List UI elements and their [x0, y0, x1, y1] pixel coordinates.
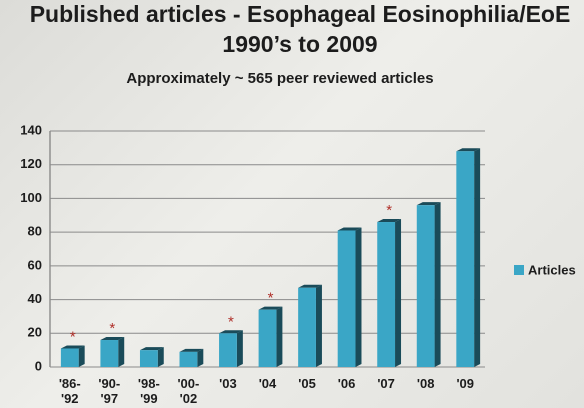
bar-side	[197, 348, 204, 367]
bar-top	[258, 306, 283, 310]
x-tick-label: '90- '97	[98, 376, 121, 406]
bar-top	[60, 345, 85, 349]
x-tick-label: '05	[298, 376, 316, 391]
value-note: *	[228, 313, 234, 330]
bar-top	[377, 219, 402, 223]
bar-top	[456, 148, 481, 152]
bar-side	[78, 345, 85, 367]
chart-title: Published articles - Esophageal Eosinoph…	[30, 1, 571, 27]
y-tick-label: 20	[28, 325, 42, 340]
bar	[456, 151, 475, 367]
bar-top	[298, 284, 322, 288]
bar-top	[219, 330, 243, 334]
bar-side	[474, 148, 481, 367]
bar-side	[315, 284, 322, 367]
x-tick-label: '08	[416, 376, 435, 391]
bar-side	[395, 219, 402, 367]
bar-top	[337, 227, 362, 231]
bar	[377, 222, 396, 367]
y-tick-label: 120	[20, 156, 42, 171]
y-tick-label: 0	[35, 358, 42, 373]
bar	[258, 309, 277, 367]
x-tick-label: '07	[377, 376, 395, 391]
value-note: *	[386, 202, 392, 219]
bar-side	[434, 202, 441, 367]
value-note: *	[70, 328, 76, 345]
value-note: *	[109, 320, 115, 337]
y-tick-label: 40	[28, 291, 42, 306]
x-tick-label: '09	[456, 376, 474, 391]
y-tick-label: 140	[20, 122, 42, 137]
x-tick-label: '06	[337, 376, 356, 391]
chart-subtitle: 1990’s to 2009	[222, 31, 377, 57]
bar-top	[100, 337, 125, 341]
bar	[298, 287, 316, 367]
y-tick-label: 100	[20, 190, 42, 205]
bar	[179, 351, 198, 367]
bar-side	[157, 347, 164, 367]
bar	[100, 340, 119, 367]
bar-side	[355, 227, 362, 367]
bar-top	[139, 347, 164, 351]
bar-top	[416, 202, 441, 206]
x-tick-label: '00- '02	[177, 376, 200, 406]
bar-side	[236, 330, 243, 367]
y-tick-label: 80	[28, 224, 42, 239]
bar	[60, 348, 79, 367]
bar	[337, 230, 356, 367]
bar	[416, 205, 435, 367]
legend-label: Articles	[528, 262, 576, 277]
bar-side	[276, 306, 283, 367]
bar-top	[179, 348, 204, 352]
value-note: *	[268, 290, 274, 307]
x-tick-label: '03	[219, 376, 237, 391]
bar	[219, 333, 237, 367]
x-tick-label: '04	[258, 376, 277, 391]
x-tick-label: '86- '92	[58, 376, 81, 406]
x-tick-label: '98- '99	[137, 376, 160, 406]
y-tick-label: 60	[28, 257, 42, 272]
bar-side	[118, 337, 125, 367]
legend-swatch	[514, 265, 524, 275]
bar	[139, 350, 158, 367]
annotation: Approximately ~ 565 peer reviewed articl…	[126, 70, 433, 87]
